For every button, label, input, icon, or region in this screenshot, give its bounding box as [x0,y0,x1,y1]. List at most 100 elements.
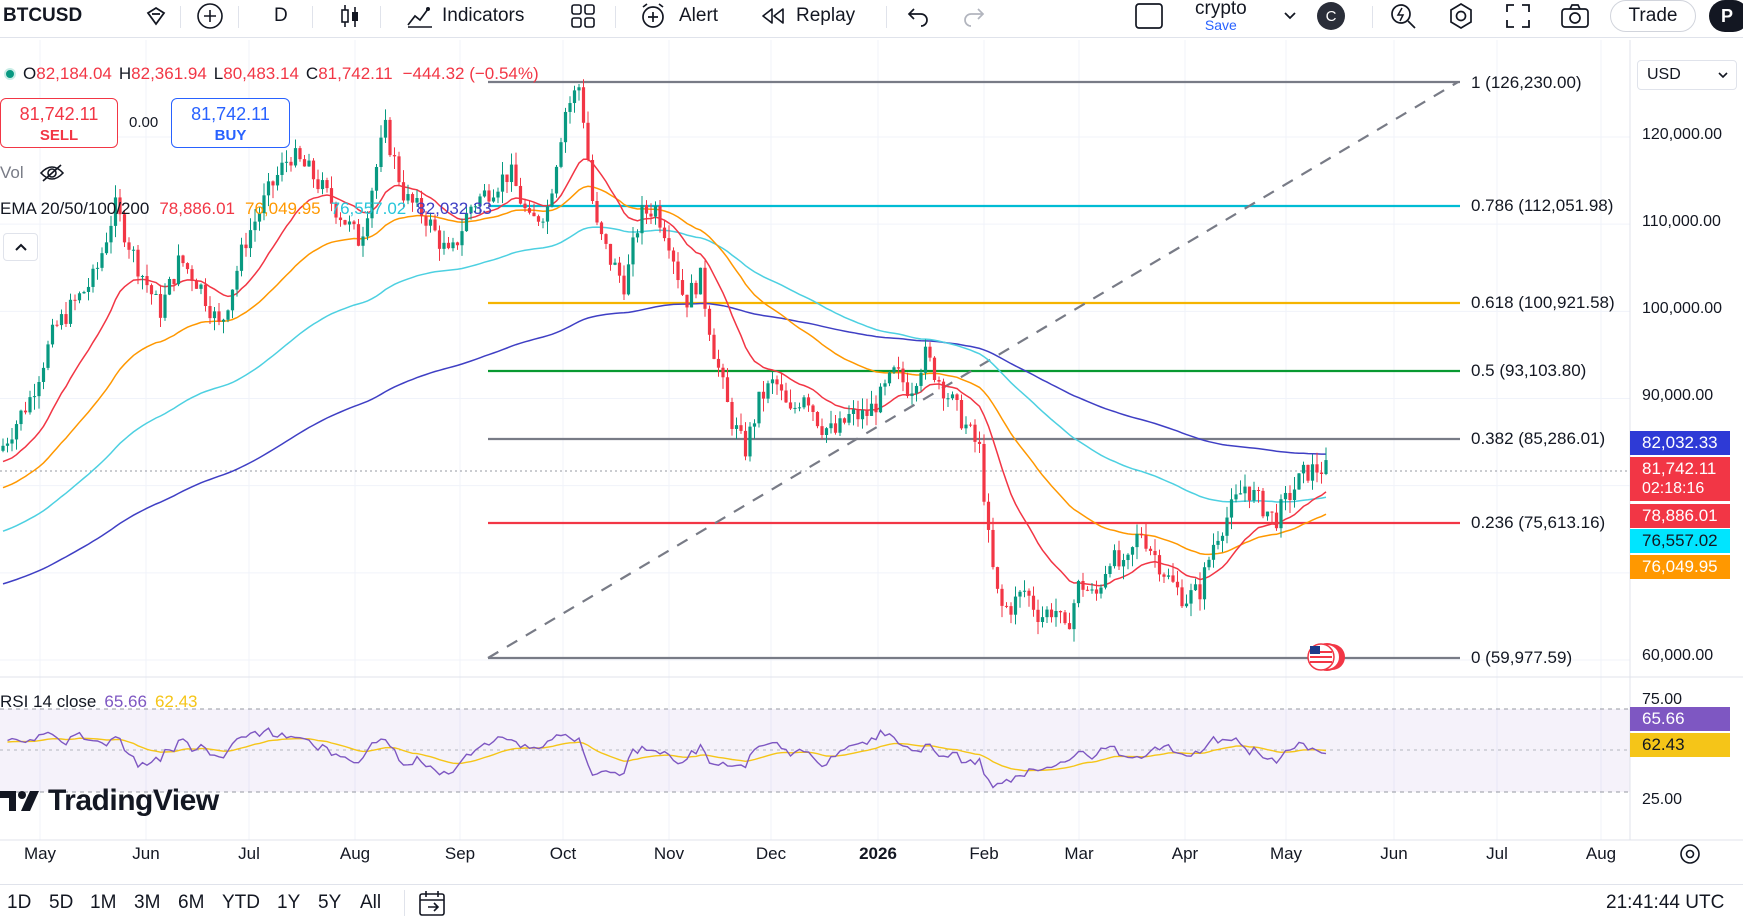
candle-body [23,410,28,413]
candle-body [797,407,802,409]
candle-body [770,379,775,384]
volume-legend-label[interactable]: Vol [0,163,24,182]
time-axis-settings-icon[interactable] [1678,842,1702,871]
tradingview-logo[interactable]: TradingView [0,784,219,818]
candle-body [410,194,415,203]
indicators-icon [407,7,432,28]
candle-body [154,293,158,295]
candle-body [82,291,86,294]
range-1m-button[interactable]: 1M [90,892,117,913]
time-tick: Dec [755,844,787,863]
candle-body [959,399,964,429]
candle-body [185,263,190,270]
price-tick: 120,000.00 [1642,126,1723,143]
candle-body [599,222,604,235]
candle-body [739,425,743,431]
candle-body [779,384,784,391]
time-tick: Sep [444,844,476,863]
candle-body [1081,580,1085,590]
candle-body [734,425,739,429]
candle-body [307,160,311,167]
grid-icon [571,4,595,28]
candle-body [1139,533,1144,536]
currency-select[interactable]: USD [1637,60,1737,90]
candle-body [757,391,761,424]
trade-label: Trade [1628,5,1678,26]
candle-body [847,413,851,423]
quick-search-button[interactable] [1389,0,1417,32]
rsi-legend[interactable]: RSI 14 close 65.66 62.43 [0,692,197,712]
chart-canvas[interactable] [0,40,1743,884]
candle-body [748,426,752,457]
layout-select-button[interactable] [1134,0,1164,32]
ema-legend[interactable]: EMA 20/50/100/200 78,886.01 76,049.95 76… [0,199,492,219]
snapshot-button[interactable] [1560,0,1590,32]
candle-body [77,293,82,301]
candle-body [1027,590,1031,596]
candle-body [986,501,991,530]
us-flag-event-icon[interactable] [1307,643,1345,671]
trade-button[interactable]: Trade [1610,0,1696,32]
candle-body [136,249,140,277]
avatar[interactable]: C [1317,2,1345,30]
candle-body [887,372,892,384]
candle-body [514,164,518,186]
ohlc-legend: O 82,184.04 H 82,361.94 L 80,483.14 C 81,742… [0,64,539,84]
range-ytd-button[interactable]: YTD [222,892,260,913]
candle-body [1306,464,1310,481]
legend-collapse-button[interactable] [3,233,38,261]
candle-body [766,383,770,399]
replay-button[interactable]: Replay [760,0,855,32]
redo-button[interactable] [962,0,986,32]
sell-button[interactable]: 81,742.11 SELL [0,98,118,148]
range-3m-button[interactable]: 3M [134,892,161,913]
templates-button[interactable] [570,0,596,32]
chevron-down-icon [1718,72,1728,79]
range-5d-button[interactable]: 5D [49,892,74,913]
candle-body [581,87,586,123]
candle-body [851,409,856,414]
watchlist-heart-icon[interactable] [144,0,168,32]
indicators-button[interactable]: Indicators [406,0,524,32]
candle-body [842,418,847,423]
symbol-search-button[interactable]: BTCUSD [3,0,82,32]
candle-body [289,161,293,166]
ema20-value: 78,886.01 [159,199,235,218]
candle-body [217,311,221,322]
candle-body [55,324,59,326]
buy-button[interactable]: 81,742.11 BUY [171,98,290,148]
settings-button[interactable] [1446,0,1476,32]
interval-button[interactable]: D [274,0,288,32]
layout-save-label: Save [1204,17,1237,33]
candle-body [694,282,698,295]
open-value: 82,184.04 [36,64,112,83]
range-1d-button[interactable]: 1D [7,892,32,913]
rsi-ma-value: 62.43 [154,692,198,711]
candle-body [1009,606,1013,615]
candle-body [338,217,343,221]
candle-body [100,253,104,268]
fullscreen-button[interactable] [1505,0,1531,32]
range-6m-button[interactable]: 6M [178,892,205,913]
avatar-letter: C [1325,7,1337,25]
undo-button[interactable] [906,0,930,32]
range-1y-button[interactable]: 1Y [277,892,301,913]
layout-name-button[interactable]: crypto Save [1195,0,1247,36]
publish-button[interactable]: P [1709,0,1743,32]
chart-type-button[interactable] [338,0,362,32]
go-to-date-icon[interactable] [418,890,448,923]
layout-dropdown-button[interactable] [1283,0,1297,32]
candle-body [1045,609,1049,618]
range-all-button[interactable]: All [360,892,382,913]
candle-body [1040,617,1045,623]
alert-button[interactable]: Alert [639,0,718,32]
utc-clock[interactable]: 21:41:44 UTC [1606,892,1725,913]
range-5y-button[interactable]: 5Y [318,892,342,913]
candle-body [370,190,374,219]
eye-hidden-icon[interactable] [39,163,65,188]
rsi-ma-label: 62.43 [1630,733,1730,757]
candle-body [838,418,842,433]
candle-body [635,233,640,238]
compare-symbol-button[interactable] [196,0,224,32]
candle-body [1198,584,1202,600]
